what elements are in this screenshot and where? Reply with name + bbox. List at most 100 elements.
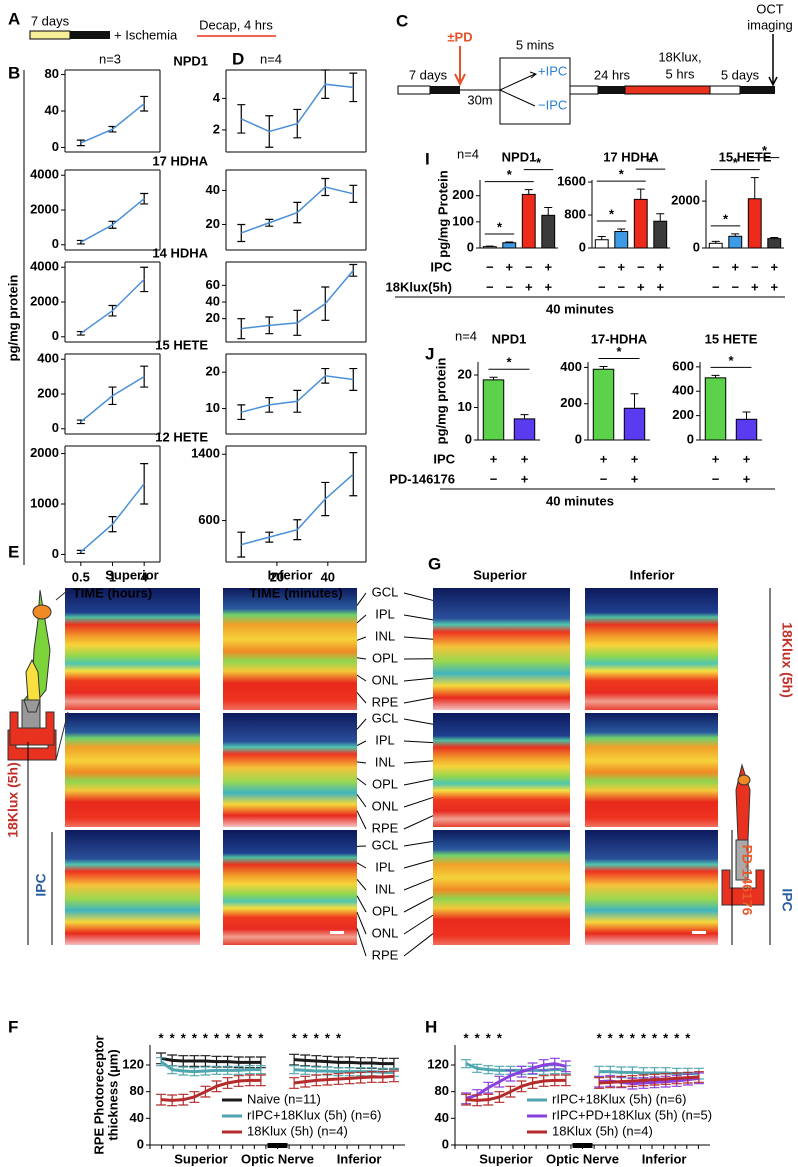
significance-star: * xyxy=(159,1030,165,1045)
condition-label: 18Klux(5h) xyxy=(386,279,452,294)
series-line xyxy=(241,473,354,546)
condition-sign: + xyxy=(731,259,739,274)
leader-line xyxy=(356,692,367,704)
timeline-segment xyxy=(430,86,460,94)
oct-image xyxy=(65,588,200,710)
oct-image xyxy=(65,713,200,827)
panel-label: J xyxy=(425,344,434,363)
error-bar xyxy=(597,235,606,240)
x-axis-label: Superior xyxy=(174,1151,227,1166)
panel-label: I xyxy=(425,149,430,168)
x-tick-label: 4 xyxy=(141,569,149,584)
condition-sign: − xyxy=(598,279,606,294)
significance-star: * xyxy=(203,1030,209,1045)
error-bar xyxy=(140,192,149,205)
chart-title: 15 HETE xyxy=(705,331,758,346)
branch-arrow xyxy=(499,71,538,107)
significance-star: * xyxy=(314,1030,320,1045)
oct-image xyxy=(433,588,570,710)
panel-label: B xyxy=(8,63,20,82)
condition-sign: − xyxy=(731,279,739,294)
y-axis-label: pg/mg Protein xyxy=(435,170,450,257)
error-bar xyxy=(140,463,149,505)
timeline-segment xyxy=(624,85,711,95)
y-tick-label: 0 xyxy=(52,546,59,561)
panel-label: D xyxy=(232,49,244,68)
oct-arrow xyxy=(768,34,778,87)
leader-line xyxy=(356,740,367,747)
significance-star: * xyxy=(723,211,729,226)
condition-sign: + xyxy=(743,471,751,486)
x-tick-label: 0.5 xyxy=(72,569,90,584)
pd-arrow xyxy=(454,46,466,87)
condition-sign: − xyxy=(712,279,720,294)
leader-line xyxy=(403,760,434,764)
oct-image xyxy=(585,713,718,827)
significance-star: * xyxy=(641,1030,647,1045)
x-axis-label: Superior xyxy=(479,1151,532,1166)
error-bar xyxy=(520,414,529,419)
y-tick-label: 2000 xyxy=(671,193,700,208)
significance-star: * xyxy=(225,1030,231,1045)
chart-title: NPD1 xyxy=(173,53,208,68)
error-bar xyxy=(289,1077,300,1089)
significance-star: * xyxy=(619,167,625,182)
condition-sign: + xyxy=(751,279,759,294)
condition-sign: + xyxy=(521,451,529,466)
error-bar xyxy=(560,1074,571,1087)
column-header: Inferior xyxy=(268,567,313,582)
error-bar xyxy=(544,206,553,216)
y-tick-label: 400 xyxy=(37,351,59,366)
x-axis-label: Inferior xyxy=(642,1151,687,1166)
bar xyxy=(482,246,497,249)
condition-sign: + xyxy=(490,451,498,466)
leader-line xyxy=(403,933,434,957)
leader-line xyxy=(356,777,367,786)
series-line xyxy=(80,483,145,553)
error-bar xyxy=(76,139,85,147)
condition-sign: − xyxy=(490,471,498,486)
significance-star: * xyxy=(619,1030,625,1045)
y-tick-label: 0 xyxy=(137,1136,144,1151)
condition-sign: + xyxy=(617,259,625,274)
leader-line xyxy=(403,677,434,682)
series-line xyxy=(80,103,145,144)
condition-sign: − xyxy=(600,471,608,486)
error-bar xyxy=(289,1053,300,1066)
layer-label: GCL xyxy=(372,710,399,725)
y-tick-label: 10 xyxy=(458,399,472,414)
condition-sign: + xyxy=(656,279,664,294)
series-line xyxy=(465,1075,700,1102)
condition-sign: + xyxy=(631,451,639,466)
condition-sign: − xyxy=(598,259,606,274)
leader-line xyxy=(356,862,367,869)
y-tick-label: 2 xyxy=(213,121,220,136)
panel-label: C xyxy=(396,11,408,30)
error-bar xyxy=(349,184,358,203)
y-tick-label: 600 xyxy=(672,358,694,373)
significance-star: * xyxy=(497,219,503,234)
schedule-text: 18Klux, xyxy=(658,49,701,64)
leader-line xyxy=(403,815,434,830)
schedule-text: 5 days xyxy=(721,67,760,82)
leader-line xyxy=(403,592,434,601)
condition-sign: + xyxy=(656,259,664,274)
y-axis-label: pg/mg protein xyxy=(5,275,20,362)
y-tick-label: 40 xyxy=(206,182,220,197)
significance-star: * xyxy=(214,1030,220,1045)
significance-star: * xyxy=(236,1030,242,1045)
condition-sign: − xyxy=(751,259,759,274)
leader-line xyxy=(403,718,434,725)
condition-sign: + xyxy=(770,279,778,294)
leader-line xyxy=(403,697,434,704)
footer-label: 40 minutes xyxy=(546,493,614,508)
error-bar xyxy=(742,411,751,420)
layer-label: RPE xyxy=(372,947,399,962)
layer-label: OPL xyxy=(372,650,398,665)
significance-star: * xyxy=(674,1030,680,1045)
error-bar xyxy=(656,213,665,222)
oct-image xyxy=(65,830,200,945)
legend-label: 18Klux (5h) (n=4) xyxy=(247,1123,348,1138)
timeline-segment xyxy=(569,85,599,95)
legend-label: Naive (n=11) xyxy=(247,1091,321,1106)
